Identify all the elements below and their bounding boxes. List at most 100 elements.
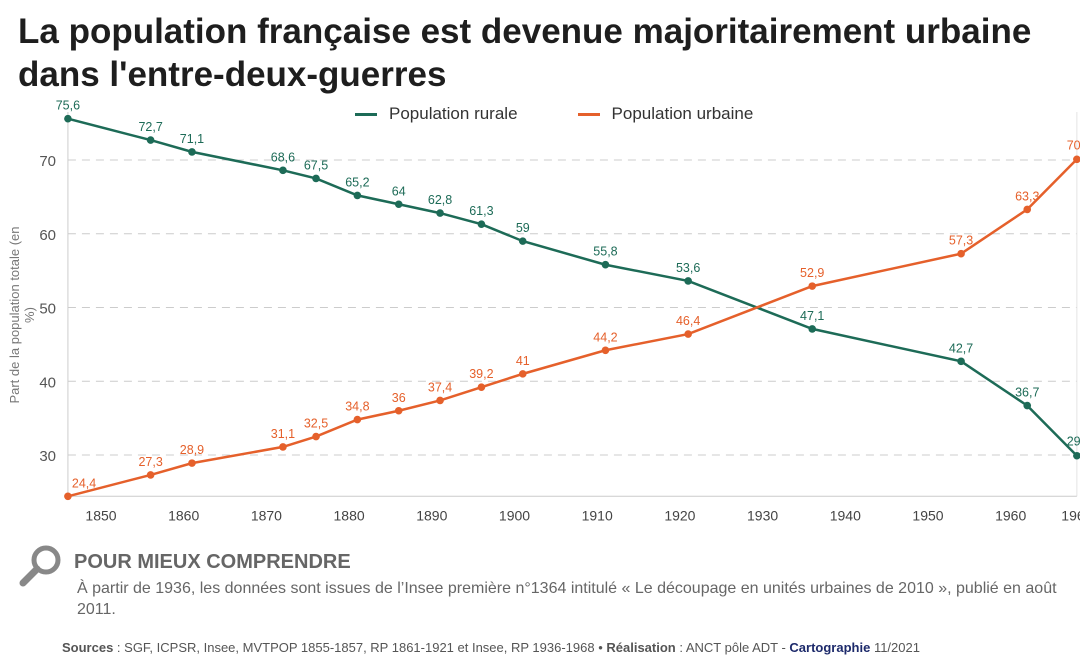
data-label: 68,6 xyxy=(271,150,295,164)
data-point xyxy=(353,191,362,200)
cartographie-label: Cartographie xyxy=(789,640,871,655)
x-tick-label: 1850 xyxy=(85,507,116,523)
x-tick-label: 1900 xyxy=(499,507,530,523)
y-tick-label: 70 xyxy=(39,153,56,170)
data-label: 57,3 xyxy=(949,234,973,248)
x-tick-label: 1960 xyxy=(995,507,1026,523)
data-label: 31,1 xyxy=(271,427,295,441)
info-heading: POUR MIEUX COMPRENDRE xyxy=(74,551,351,573)
legend-label: Population urbaine xyxy=(611,104,754,123)
y-axis-label: Part de la population totale (en %) xyxy=(7,226,37,404)
x-tick-label: 1870 xyxy=(251,507,282,523)
data-label: 44,2 xyxy=(593,330,617,344)
data-point xyxy=(808,282,817,290)
data-point xyxy=(1073,155,1080,164)
data-point xyxy=(436,209,444,217)
legend: Population rurale Population urbaine xyxy=(355,104,753,124)
series-line-rural xyxy=(67,117,1078,457)
data-point xyxy=(188,148,196,156)
data-point xyxy=(279,443,287,451)
data-label: 42,7 xyxy=(949,341,973,355)
data-point xyxy=(1023,401,1032,410)
data-point xyxy=(518,370,527,378)
info-text: À partir de 1936, les données sont issue… xyxy=(77,580,1057,618)
x-tick-label: 1930 xyxy=(747,507,778,523)
data-point xyxy=(353,415,362,424)
x-tick-label: 1968 xyxy=(1061,507,1080,523)
y-tick-label: 60 xyxy=(39,227,56,244)
data-point xyxy=(684,277,692,285)
data-label: 39,2 xyxy=(469,367,493,381)
legend-item-rural: Population rurale xyxy=(355,104,518,124)
data-label: 55,8 xyxy=(593,245,617,259)
series-line-urban xyxy=(67,158,1078,498)
data-label: 75,6 xyxy=(56,99,80,113)
data-label: 27,3 xyxy=(138,455,162,469)
x-tick-label: 1880 xyxy=(334,507,365,523)
data-label: 67,5 xyxy=(304,158,328,172)
x-tick-label: 1890 xyxy=(416,507,447,523)
data-point xyxy=(1073,451,1080,460)
sources-label: Sources xyxy=(62,640,114,655)
data-point xyxy=(808,325,817,333)
data-point xyxy=(518,237,527,245)
data-label: 36,7 xyxy=(1015,386,1039,400)
data-label: 37,4 xyxy=(428,380,452,394)
data-label: 63,3 xyxy=(1015,189,1039,203)
x-tick-label: 1860 xyxy=(168,507,199,523)
data-label: 64 xyxy=(392,184,406,198)
data-point xyxy=(64,114,72,123)
x-tick-label: 1920 xyxy=(664,507,695,523)
data-point xyxy=(394,200,403,209)
data-label: 71,1 xyxy=(180,132,204,146)
data-point xyxy=(146,136,155,144)
legend-label: Population rurale xyxy=(389,104,518,123)
data-label: 62,8 xyxy=(428,193,452,207)
realisation-label: Réalisation xyxy=(606,640,676,655)
data-point xyxy=(957,357,965,366)
data-point xyxy=(957,249,965,258)
data-label: 36 xyxy=(392,391,406,405)
legend-item-urban: Population urbaine xyxy=(577,104,754,124)
data-label: 46,4 xyxy=(676,314,700,328)
data-point xyxy=(146,471,155,479)
line-chart: 30 40 50 60 70 1850 1860 1870 1880 1890 1900 1910 19… xyxy=(39,99,1080,523)
data-label: 61,3 xyxy=(469,204,493,218)
data-label: 52,9 xyxy=(800,266,824,280)
y-tick-label: 40 xyxy=(39,374,56,391)
data-point xyxy=(601,260,610,269)
page-title: La population française est devenue majo… xyxy=(18,12,1032,94)
data-label: 53,6 xyxy=(676,261,700,275)
data-label: 29,9 xyxy=(1067,435,1080,449)
data-point xyxy=(1023,205,1032,214)
date-text: 11/2021 xyxy=(870,640,920,655)
data-point xyxy=(477,220,486,228)
data-label: 72,7 xyxy=(138,120,162,134)
data-point xyxy=(312,174,320,183)
data-label: 47,1 xyxy=(800,309,824,323)
data-point xyxy=(188,459,196,467)
data-point xyxy=(312,432,320,441)
x-tick-label: 1910 xyxy=(582,507,613,523)
data-point xyxy=(684,330,692,338)
data-label: 34,8 xyxy=(345,400,369,414)
y-tick-label: 50 xyxy=(39,301,56,318)
data-label: 70,1 xyxy=(1067,138,1080,152)
data-label: 41 xyxy=(516,354,530,368)
data-label: 28,9 xyxy=(180,443,204,457)
data-point xyxy=(477,383,486,391)
sources-footer: Sources : SGF, ICPSR, Insee, MVTPOP 1855… xyxy=(62,640,920,655)
magnifier-icon xyxy=(19,545,61,587)
x-tick-label: 1950 xyxy=(912,507,943,523)
data-label: 65,2 xyxy=(345,175,369,189)
data-point xyxy=(64,492,72,501)
data-label: 24,4 xyxy=(72,476,96,490)
x-tick-label: 1940 xyxy=(830,507,861,523)
y-tick-label: 30 xyxy=(39,448,56,465)
sources-text: : SGF, ICPSR, Insee, MVTPOP 1855-1857, R… xyxy=(113,640,607,655)
data-point xyxy=(436,396,444,405)
data-point xyxy=(601,346,610,355)
realisation-text: : ANCT pôle ADT - xyxy=(675,640,790,655)
data-point xyxy=(279,166,287,175)
data-label: 59 xyxy=(516,221,530,235)
